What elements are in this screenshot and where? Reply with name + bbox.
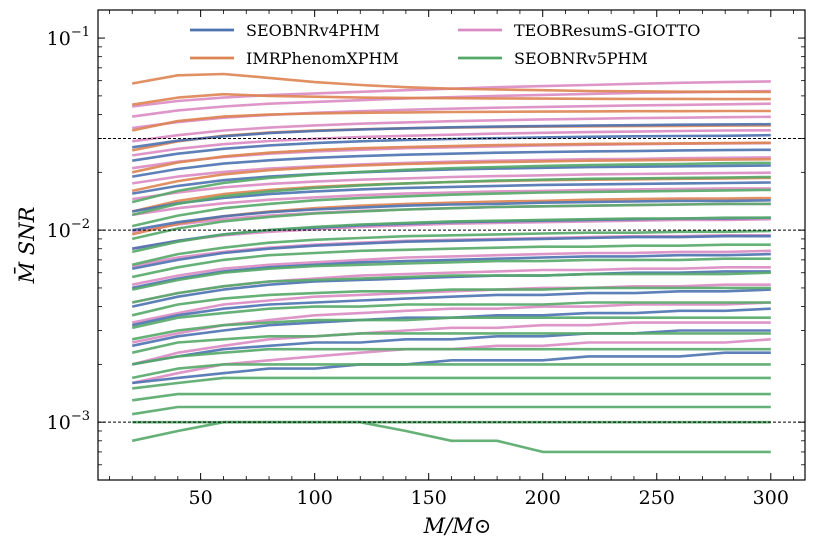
series-line-teobresums-giotto-4	[132, 129, 771, 157]
series-line-seobnrv5phm-16	[131, 202, 771, 241]
series-line-seobnrv4phm-8	[131, 199, 771, 232]
series-line-seobnrv5phm-4	[132, 376, 771, 390]
reference-lines	[98, 137, 805, 423]
legend-label: SEOBNRv4PHM	[246, 21, 380, 40]
series-line-seobnrv4phm-3	[131, 288, 771, 327]
series-line-seobnrv4phm-13	[132, 122, 771, 149]
x-tick-label: 300	[753, 487, 789, 509]
series-line-seobnrv4phm-1	[131, 329, 771, 366]
series-line-imrphenomxphm-0	[131, 72, 771, 94]
series-line-seobnrv5phm-9	[131, 301, 771, 330]
legend-label: IMRPhenomXPHM	[246, 49, 399, 68]
series-line-seobnrv4phm-12	[132, 133, 771, 162]
series-line-seobnrv5phm-8	[131, 316, 771, 341]
legend-label: TEOBResumS-GIOTTO	[514, 21, 700, 40]
series-line-seobnrv5phm-17	[131, 188, 771, 228]
x-tick-label: 250	[639, 487, 675, 509]
legend: SEOBNRv4PHM IMRPhenomXPHM TEOBResumS-GIOTT…	[190, 21, 700, 68]
series-line-seobnrv4phm-5	[131, 252, 771, 290]
x-tick-label: 200	[525, 487, 561, 509]
series-line-seobnrv4phm-6	[131, 234, 771, 270]
x-tick-label: 100	[297, 487, 333, 509]
series-line-imrphenomxphm-2	[131, 109, 771, 132]
series-line-seobnrv5phm-15	[131, 216, 771, 254]
series-line-teobresums-giotto-8	[132, 187, 771, 217]
series-line-seobnrv4phm-0	[132, 351, 771, 385]
series-line-seobnrv5phm-14	[131, 229, 771, 267]
x-tick-label: 150	[411, 487, 447, 509]
series-line-teobresums-giotto-3	[132, 115, 771, 143]
legend-label: SEOBNRv5PHM	[514, 49, 648, 68]
series-line-seobnrv5phm-7	[131, 332, 771, 354]
x-axis-label: M/M⊙	[423, 514, 492, 538]
x-tick-label: 50	[189, 487, 213, 509]
series-line-teobresums-giotto-7	[132, 171, 771, 201]
series-line-seobnrv5phm-5	[131, 363, 771, 380]
series-line-seobnrv5phm-10	[131, 286, 771, 317]
series-line-seobnrv4phm-11	[131, 148, 771, 178]
series-line-seobnrv5phm-13	[131, 243, 771, 279]
series-line-seobnrv4phm-4	[131, 270, 771, 308]
series-line-seobnrv4phm-9	[131, 181, 771, 213]
y-tick-label: 10−3	[47, 409, 90, 434]
ticks-layer: 50 100 150 200 250 300 10−3 10−2 10−1	[47, 10, 805, 509]
y-tick-label: 10−1	[47, 25, 90, 50]
y-axis-label: M̄ SNR	[14, 206, 39, 284]
series-line-seobnrv5phm-3	[132, 392, 771, 402]
series-line-seobnrv5phm-19	[131, 161, 771, 204]
series-line-seobnrv5phm-6	[131, 347, 771, 366]
series-line-seobnrv5phm-12	[131, 257, 771, 291]
y-tick-label: 10−2	[47, 217, 90, 242]
series-line-teobresums-giotto-16	[131, 321, 771, 366]
series-line-seobnrv5phm-18	[131, 175, 771, 217]
series-line-teobresums-giotto-12	[131, 249, 771, 286]
series-line-imrphenomxphm-4	[131, 141, 771, 174]
curves-layer	[131, 72, 771, 454]
series-line-teobresums-giotto-14	[131, 283, 771, 324]
series-line-imrphenomxphm-5	[131, 157, 771, 193]
series-line-seobnrv5phm-2	[131, 405, 771, 416]
series-line-imrphenomxphm-1	[131, 92, 771, 106]
series-line-seobnrv5phm-0	[131, 420, 771, 454]
series-line-seobnrv5phm-11	[131, 271, 771, 304]
